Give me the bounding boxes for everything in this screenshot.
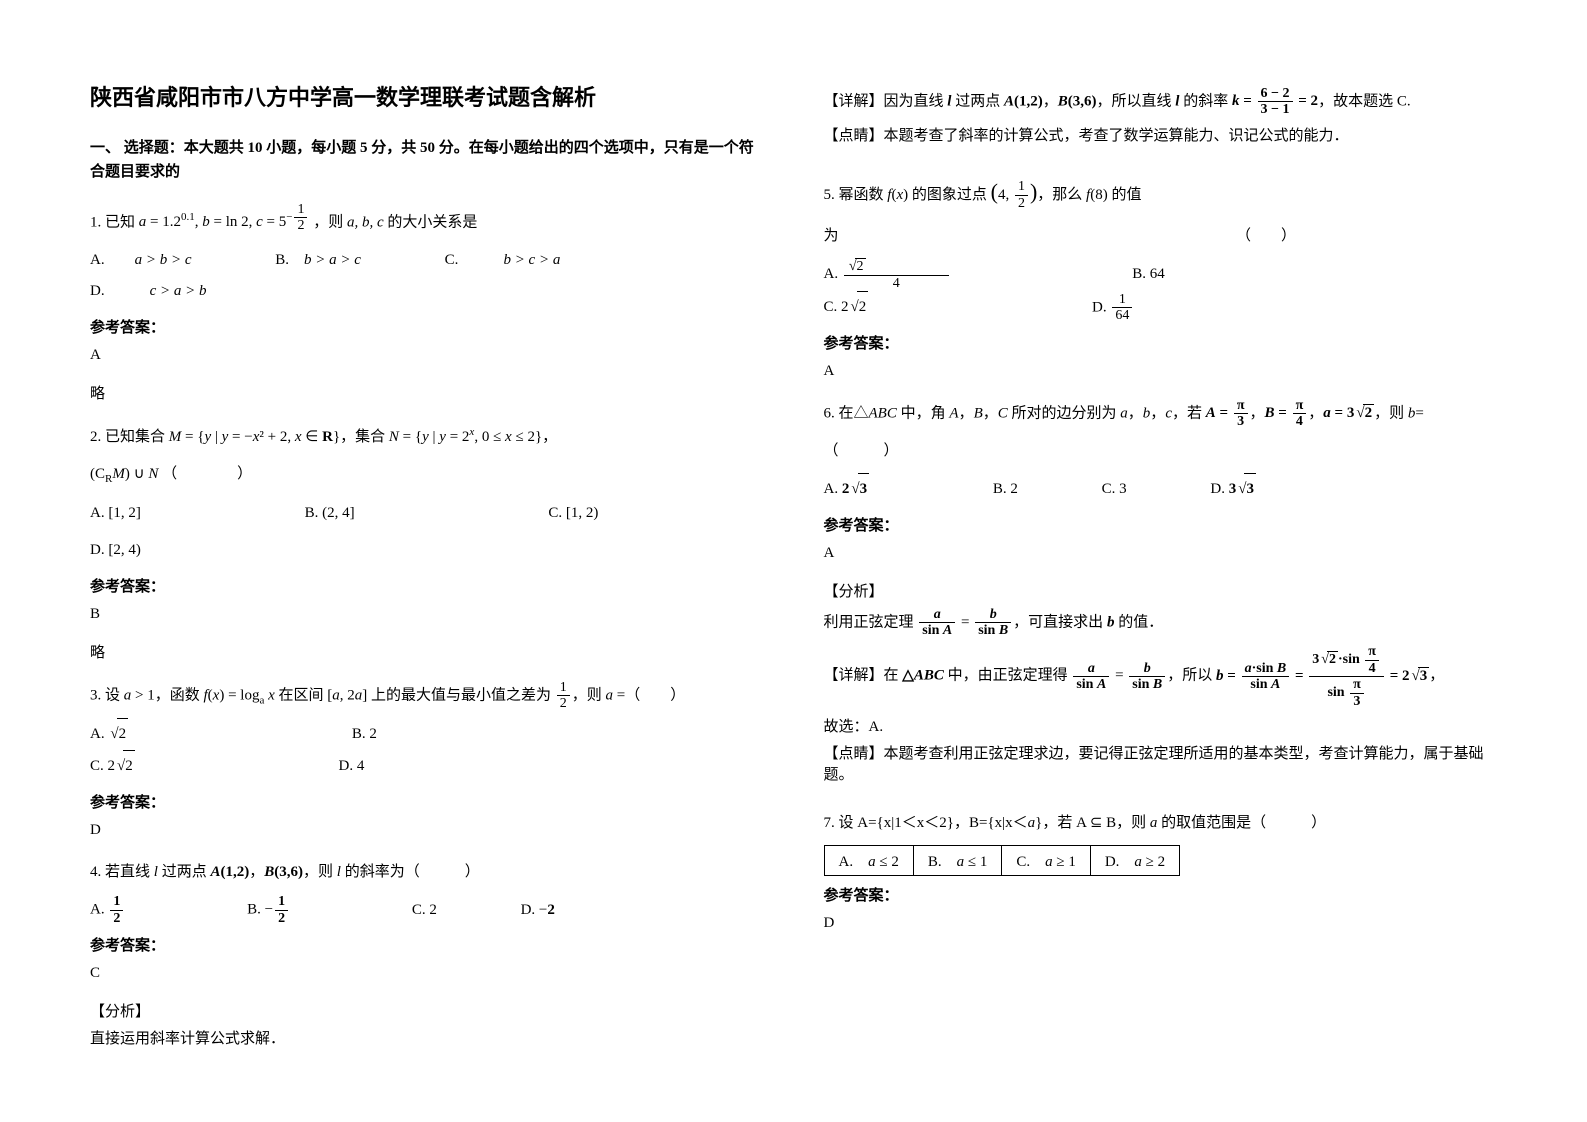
q1-expr: a = 1.20.1, b = ln 2, c = 5−12	[139, 214, 310, 230]
q4-opt-a: A. 12	[90, 894, 203, 926]
q1-options: A. a > b > c B. b > a > c C. b > c > a D…	[90, 245, 764, 308]
q1-opt-c: C. b > c > a	[445, 245, 601, 277]
q5-opt-b: B. 64	[1132, 259, 1205, 291]
q1-answer: A	[90, 347, 764, 364]
q2-opt-c: C. [1, 2)	[548, 498, 638, 530]
q4-answer-label: 参考答案：	[90, 934, 764, 955]
q4-options: A. 12 B. −12 C. 2 D. −2	[90, 894, 764, 926]
left-column: 陕西省咸阳市市八方中学高一数学理联考试题含解析 一、 选择题：本大题共 10 小…	[90, 80, 764, 1054]
table-row: A. a ≤ 2 B. a ≤ 1 C. a ≥ 1 D. a ≥ 2	[824, 846, 1180, 876]
q1-answer-label: 参考答案：	[90, 316, 764, 337]
q6-options: A. 23 B. 2 C. 3 D. 33	[824, 473, 1498, 506]
q7-answer-label: 参考答案：	[824, 884, 1498, 905]
q6-detail2: 故选：A.	[824, 715, 1498, 736]
q2-options: A. [1, 2] B. (2, 4] C. [1, 2)	[90, 498, 764, 530]
q4-opt-d: D. −2	[521, 895, 555, 927]
q7-answer: D	[824, 915, 1498, 932]
q7-opt-a: A. a ≤ 2	[824, 846, 913, 876]
q5-opt-d: D. 164	[1092, 292, 1212, 324]
document-title: 陕西省咸阳市市八方中学高一数学理联考试题含解析	[90, 80, 764, 112]
question-4: 4. 若直线 l 过两点 A(1,2)，B(3,6)，则 l 的斜率为（ ）	[90, 857, 764, 889]
q6-analysis: 利用正弦定理 asin A = bsin B，可直接求出 b 的值．	[824, 607, 1498, 639]
section-1-heading: 一、 选择题：本大题共 10 小题，每小题 5 分，共 50 分。在每小题给出的…	[90, 136, 764, 184]
q6-opt-c: C. 3	[1102, 474, 1167, 506]
q3-opt-b: B. 2	[352, 719, 417, 751]
question-5-line2: 为 （ ）	[824, 221, 1498, 253]
q7-opt-c: C. a ≥ 1	[1002, 846, 1091, 876]
q3-opt-d: D. 4	[339, 751, 405, 783]
q4-opt-b: B. −12	[247, 894, 368, 926]
q6-analysis-label: 【分析】	[824, 580, 1498, 601]
q1-opt-a: A. a > b > c	[90, 245, 232, 277]
question-6: 6. 在△ABC 中，角 A，B，C 所对的边分别为 a，b，c，若 A = π…	[824, 398, 1498, 430]
q7-opt-d: D. a ≥ 2	[1090, 846, 1179, 876]
q6-opt-b: B. 2	[993, 474, 1058, 506]
q4-detail: 【详解】因为直线 l 过两点 A(1,2)，B(3,6)，所以直线 l 的斜率 …	[824, 86, 1498, 118]
q6-detail: 【详解】在 △ABC 中，由正弦定理得 asin A = bsin B，所以 b…	[824, 644, 1498, 709]
q1-stem-post: ，则 a, b, c 的大小关系是	[313, 214, 477, 230]
q4-opt-c: C. 2	[412, 895, 477, 927]
q1-opt-b: B. b > a > c	[275, 245, 401, 277]
q3-opt-a: A. 2	[90, 718, 208, 751]
q2-options-2: D. [2, 4)	[90, 535, 764, 567]
question-3: 3. 设 a > 1，函数 f(x) = loga x 在区间 [a, 2a] …	[90, 680, 764, 712]
q1-opt-d: D. c > a > b	[90, 276, 247, 308]
q3-opt-c: C. 22	[90, 750, 215, 783]
q2-answer-label: 参考答案：	[90, 575, 764, 596]
q6-answer-label: 参考答案：	[824, 514, 1498, 535]
q5-options: A. 24 B. 64 C. 22 D. 164	[824, 258, 1498, 323]
question-7: 7. 设 A={x|1＜x＜2}，B={x|x＜a}，若 A ⊆ B，则 a 的…	[824, 808, 1498, 840]
q6-comment: 【点睛】本题考查利用正弦定理求边，要记得正弦定理所适用的基本类型，考查计算能力，…	[824, 742, 1498, 784]
question-5: 5. 幂函数 f(x) 的图象过点 (4, 12)，那么 f(8) 的值	[824, 169, 1498, 215]
q2-note: 略	[90, 641, 764, 662]
q3-answer-label: 参考答案：	[90, 791, 764, 812]
q6-opt-d: D. 33	[1210, 473, 1336, 506]
question-2-line2: (CRM) ∪ N （ ）	[90, 459, 764, 491]
question-1: 1. 已知 a = 1.20.1, b = ln 2, c = 5−12 ，则 …	[90, 202, 764, 239]
q7-option-table: A. a ≤ 2 B. a ≤ 1 C. a ≥ 1 D. a ≥ 2	[824, 845, 1181, 876]
q4-analysis: 直接运用斜率计算公式求解．	[90, 1027, 764, 1048]
q5-answer: A	[824, 363, 1498, 380]
q3-answer: D	[90, 822, 764, 839]
q7-opt-b: B. a ≤ 1	[913, 846, 1002, 876]
question-6-line2: （ ）	[824, 436, 1498, 468]
q2-opt-b: B. (2, 4]	[305, 498, 395, 530]
q3-options: A. 2 B. 2 C. 22 D. 4	[90, 718, 764, 783]
q4-analysis-label: 【分析】	[90, 1000, 764, 1021]
page-container: 陕西省咸阳市市八方中学高一数学理联考试题含解析 一、 选择题：本大题共 10 小…	[0, 0, 1587, 1074]
q5-opt-c: C. 22	[824, 291, 949, 324]
q6-answer: A	[824, 545, 1498, 562]
right-column: 【详解】因为直线 l 过两点 A(1,2)，B(3,6)，所以直线 l 的斜率 …	[824, 80, 1498, 1054]
q2-opt-a: A. [1, 2]	[90, 498, 181, 530]
q2-opt-d: D. [2, 4)	[90, 535, 181, 567]
question-2: 2. 已知集合 M = {y | y = −x² + 2, x ∈ R}，集合 …	[90, 421, 764, 454]
q6-opt-a: A. 23	[824, 473, 950, 506]
q1-stem-pre: 1. 已知	[90, 214, 135, 230]
q4-answer: C	[90, 965, 764, 982]
q5-opt-a: A. 24	[824, 258, 1029, 291]
q1-note: 略	[90, 382, 764, 403]
q2-answer: B	[90, 606, 764, 623]
q5-answer-label: 参考答案：	[824, 332, 1498, 353]
q4-comment: 【点睛】本题考查了斜率的计算公式，考查了数学运算能力、识记公式的能力．	[824, 124, 1498, 145]
